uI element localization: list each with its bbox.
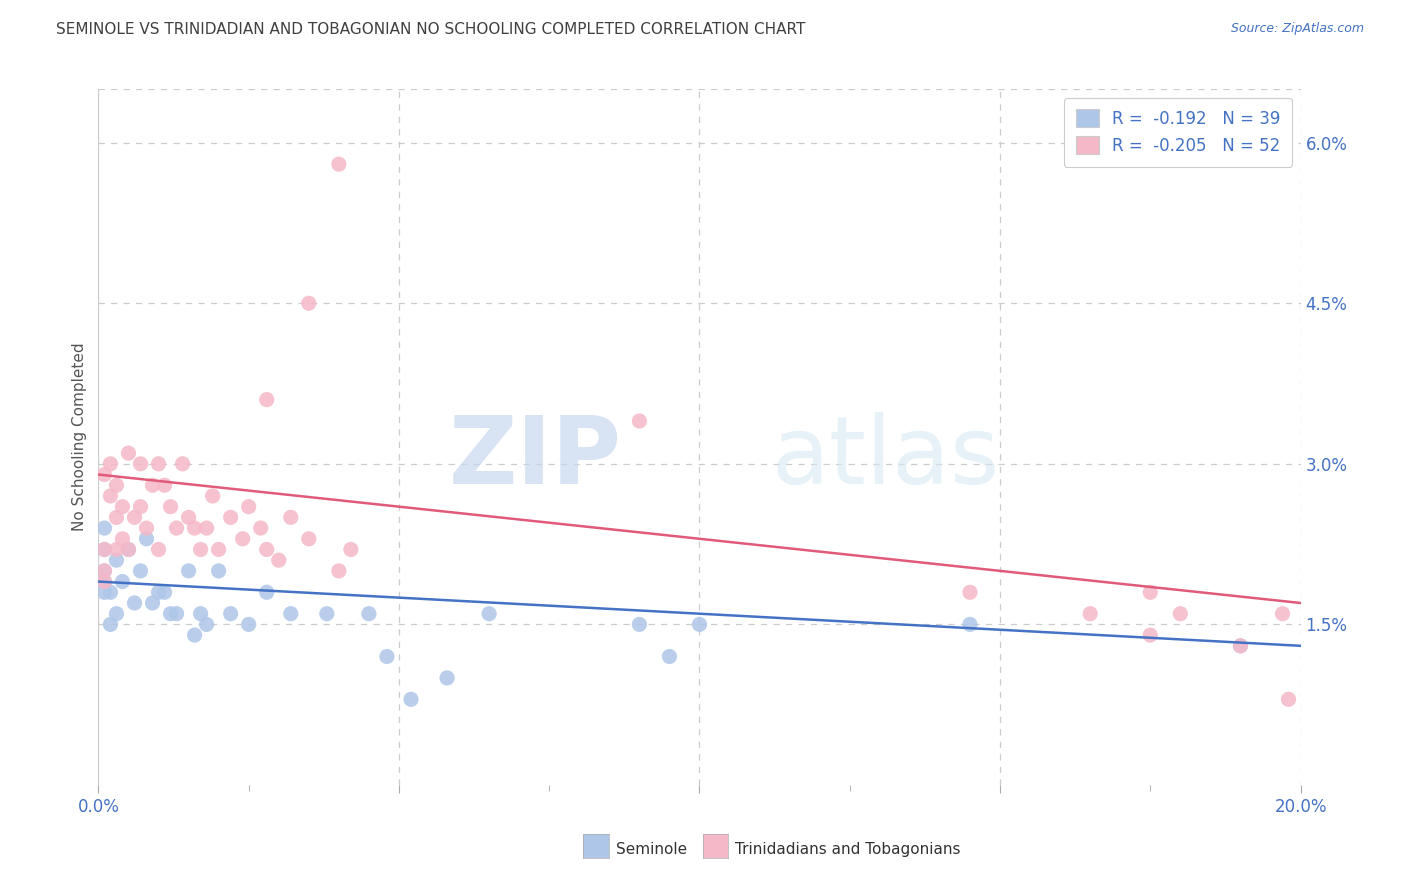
Point [172,457,194,471]
Point [298,296,321,310]
Point [141,478,163,492]
Point [105,478,128,492]
Point [219,607,242,621]
Point [478,607,501,621]
Point [93,564,115,578]
Point [1139,585,1161,599]
Point [93,574,115,589]
Point [93,542,115,557]
Point [159,607,181,621]
Point [100,457,122,471]
Point [111,574,134,589]
Text: SEMINOLE VS TRINIDADIAN AND TOBAGONIAN NO SCHOOLING COMPLETED CORRELATION CHART: SEMINOLE VS TRINIDADIAN AND TOBAGONIAN N… [56,22,806,37]
Point [399,692,422,706]
Point [100,489,122,503]
Point [340,542,363,557]
Point [628,414,651,428]
Point [689,617,711,632]
Point [1229,639,1251,653]
Point [267,553,290,567]
Point [159,500,181,514]
Point [232,532,254,546]
Point [190,607,212,621]
Point [658,649,681,664]
Point [249,521,271,535]
Point [111,500,134,514]
Point [129,500,152,514]
Point [135,521,157,535]
Point [124,596,146,610]
Point [105,510,128,524]
Point [166,607,188,621]
Point [148,457,170,471]
Point [298,532,321,546]
Point [1277,692,1299,706]
Point [328,564,350,578]
Point [238,500,260,514]
Point [177,510,200,524]
Point [959,585,981,599]
Text: Source: ZipAtlas.com: Source: ZipAtlas.com [1230,22,1364,36]
Point [219,510,242,524]
Point [177,564,200,578]
Point [959,617,981,632]
Text: Trinidadians and Tobagonians: Trinidadians and Tobagonians [735,842,960,856]
Point [100,617,122,632]
Point [183,628,205,642]
Point [141,596,163,610]
Point [100,585,122,599]
Point [256,392,278,407]
Point [315,607,337,621]
Point [357,607,380,621]
Text: ZIP: ZIP [449,412,621,504]
Point [111,532,134,546]
Point [93,542,115,557]
Point [256,542,278,557]
Point [190,542,212,557]
Point [195,521,218,535]
Point [148,585,170,599]
Point [105,553,128,567]
Legend: R =  -0.192   N = 39, R =  -0.205   N = 52: R = -0.192 N = 39, R = -0.205 N = 52 [1064,97,1292,167]
Point [93,564,115,578]
Point [93,585,115,599]
Point [1078,607,1101,621]
Point [166,521,188,535]
Point [436,671,458,685]
Point [153,585,176,599]
Point [628,617,651,632]
Point [153,478,176,492]
Point [183,521,205,535]
Point [1229,639,1251,653]
Point [256,585,278,599]
Point [1271,607,1294,621]
Point [148,542,170,557]
Point [280,510,302,524]
Text: Seminole: Seminole [616,842,688,856]
Point [1139,628,1161,642]
Point [328,157,350,171]
Point [280,607,302,621]
Point [93,574,115,589]
Point [208,542,231,557]
Point [1170,607,1192,621]
Point [117,542,139,557]
Point [135,532,157,546]
Point [105,607,128,621]
Point [93,467,115,482]
Point [93,521,115,535]
Point [117,542,139,557]
Point [201,489,224,503]
Y-axis label: No Schooling Completed: No Schooling Completed [72,343,87,532]
Point [375,649,398,664]
Point [124,510,146,524]
Text: atlas: atlas [772,412,1000,504]
Point [129,564,152,578]
Point [117,446,139,460]
Point [105,542,128,557]
Point [129,457,152,471]
Point [195,617,218,632]
Point [238,617,260,632]
Point [208,564,231,578]
